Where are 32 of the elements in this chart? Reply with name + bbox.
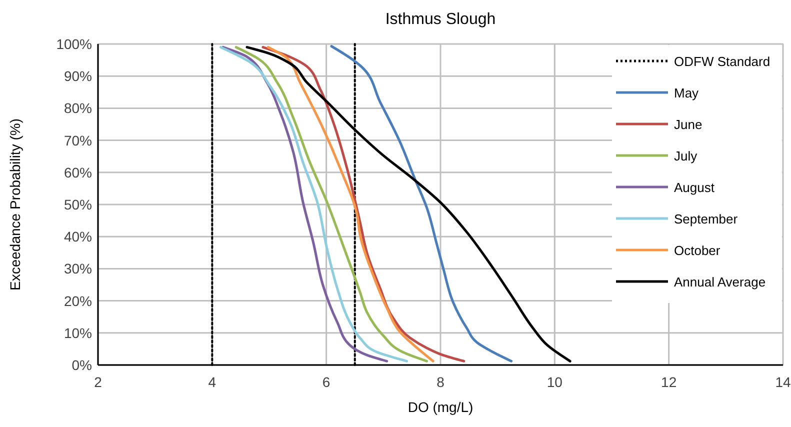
line-series bbox=[234, 46, 428, 362]
chart-title: Isthmus Slough bbox=[385, 11, 496, 28]
y-tick-label: 100% bbox=[56, 36, 92, 52]
line-series bbox=[266, 46, 434, 362]
y-tick-label: 0% bbox=[72, 357, 92, 373]
x-tick-label: 4 bbox=[208, 374, 216, 390]
y-tick-label: 60% bbox=[64, 164, 92, 180]
legend-label: ODFW Standard bbox=[674, 54, 770, 69]
legend-label: September bbox=[674, 212, 738, 226]
y-tick-label: 80% bbox=[64, 100, 92, 116]
legend-label: June bbox=[674, 117, 702, 132]
x-tick-label: 14 bbox=[775, 374, 791, 390]
x-axis-title: DO (mg/L) bbox=[408, 399, 474, 415]
y-tick-label: 10% bbox=[64, 324, 92, 341]
line-series bbox=[330, 44, 513, 362]
y-tick-label: 40% bbox=[64, 228, 92, 245]
legend-label: August bbox=[674, 180, 715, 195]
legend-label: Annual Average bbox=[674, 274, 766, 290]
y-tick-label: 20% bbox=[64, 292, 92, 309]
x-tick-label: 10 bbox=[546, 374, 563, 390]
legend-label: October bbox=[674, 243, 721, 258]
legend-label: May bbox=[674, 86, 700, 100]
y-axis-title: Exceedance Probability (%) bbox=[7, 118, 23, 290]
y-tick-label: 50% bbox=[64, 196, 92, 212]
x-tick-label: 12 bbox=[661, 374, 677, 390]
x-tick-label: 6 bbox=[322, 374, 330, 390]
legend-label: July bbox=[674, 148, 698, 164]
y-tick-label: 30% bbox=[64, 260, 92, 277]
y-tick-label: 90% bbox=[64, 68, 92, 84]
y-tick-label: 70% bbox=[64, 132, 92, 148]
x-tick-label: 2 bbox=[94, 374, 102, 390]
x-tick-label: 8 bbox=[436, 374, 445, 390]
